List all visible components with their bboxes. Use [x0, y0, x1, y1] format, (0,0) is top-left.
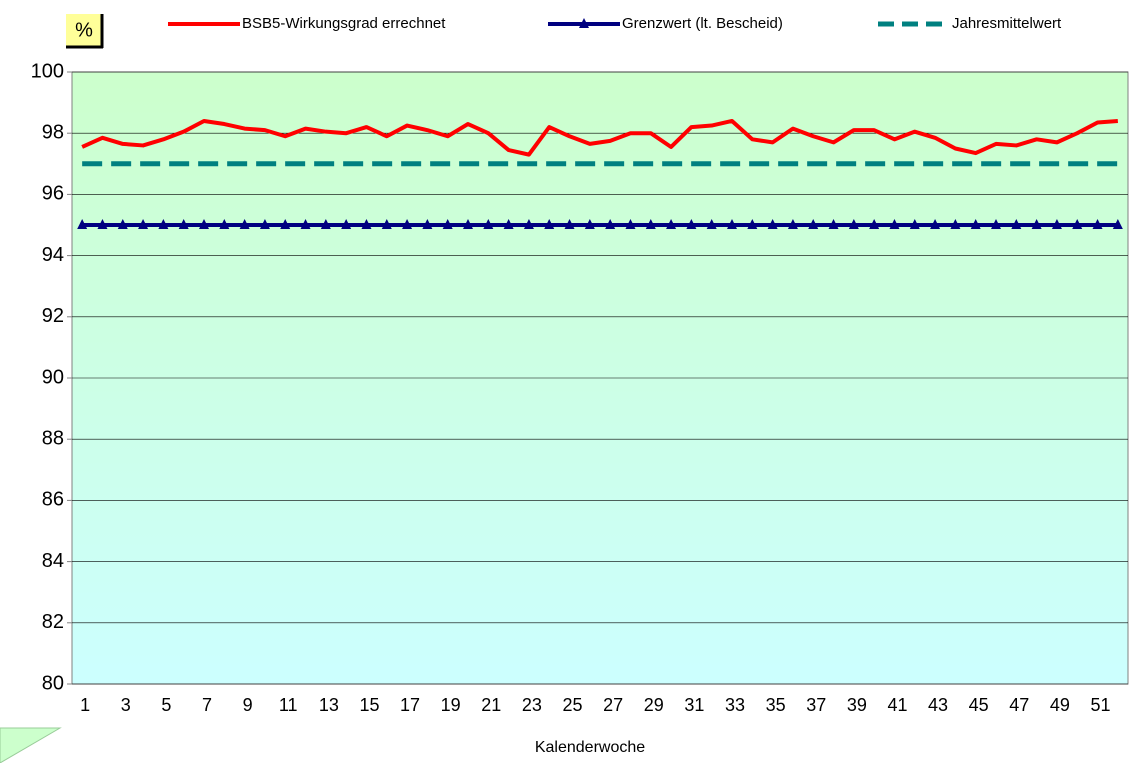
x-tick-label: 11 [279, 695, 298, 715]
y-tick-label: 92 [42, 305, 64, 327]
y-tick-label: 90 [42, 366, 64, 388]
x-tick-label: 3 [121, 695, 131, 715]
series-marker [158, 219, 169, 229]
series-marker [199, 219, 209, 229]
y-axis-label: % [75, 19, 93, 41]
x-tick-label: 39 [847, 695, 867, 715]
x-tick-label: 45 [969, 695, 989, 715]
y-tick-label: 98 [42, 121, 64, 143]
series-marker [320, 219, 331, 229]
series-marker [463, 219, 473, 229]
y-tick-label: 96 [42, 183, 64, 205]
series-marker [666, 219, 677, 229]
x-tick-label: 25 [563, 695, 583, 715]
series-marker [991, 219, 1001, 229]
x-tick-label: 1 [80, 695, 90, 715]
y-tick-label: 86 [42, 489, 64, 511]
series-marker [767, 219, 778, 229]
series-marker [889, 219, 900, 229]
series-marker [848, 219, 859, 229]
y-tick-label: 94 [42, 244, 64, 266]
series-marker [361, 219, 372, 229]
legend-marker [579, 18, 589, 28]
series-line [81, 118, 1118, 157]
series-marker [77, 219, 88, 229]
series-marker [523, 219, 534, 229]
series-marker [544, 219, 555, 229]
x-tick-label: 33 [725, 695, 745, 715]
series-marker [138, 219, 149, 229]
series-marker [97, 219, 108, 229]
series-marker [219, 219, 230, 229]
x-tick-label: 51 [1091, 695, 1111, 715]
x-tick-label: 49 [1050, 695, 1070, 715]
series-marker [970, 219, 981, 229]
series-marker [950, 219, 961, 229]
x-axis-label: Kalenderwoche [535, 739, 645, 756]
x-tick-label: 27 [603, 695, 623, 715]
series-marker [1112, 219, 1123, 229]
series-marker [686, 219, 697, 229]
x-tick-label: 35 [766, 695, 786, 715]
series-marker [828, 219, 839, 229]
legend-label: BSB5-Wirkungsgrad errechnet [242, 15, 446, 32]
series-marker [422, 219, 433, 229]
x-tick-label: 17 [400, 695, 420, 715]
x-tick-label: 19 [441, 695, 461, 715]
series-marker [706, 219, 717, 229]
x-tick-label: 21 [481, 695, 501, 715]
x-tick-label: 23 [522, 695, 542, 715]
x-tick-label: 29 [644, 695, 664, 715]
series-marker [747, 219, 758, 229]
series-marker [300, 219, 311, 229]
y-tick-label: 100 [31, 60, 64, 82]
series-marker [341, 219, 352, 229]
series-marker [930, 219, 941, 229]
x-tick-label: 47 [1009, 695, 1029, 715]
series-marker [239, 219, 250, 229]
series-marker [625, 219, 636, 229]
x-tick-label: 9 [243, 695, 253, 715]
x-tick-label: 41 [887, 695, 907, 715]
y-tick-label: 82 [42, 611, 64, 633]
series-marker [1031, 219, 1042, 229]
y-tick-label: 80 [42, 672, 64, 694]
series-marker [259, 219, 270, 229]
series-marker [645, 219, 656, 229]
x-tick-label: 13 [319, 695, 339, 715]
legend-label: Grenzwert (lt. Bescheid) [622, 15, 783, 32]
series-marker [909, 219, 920, 229]
series-marker [1051, 219, 1062, 229]
x-tick-label: 7 [202, 695, 212, 715]
series-marker [605, 219, 616, 229]
y-tick-label: 88 [42, 427, 64, 449]
series-marker [727, 219, 737, 229]
y-tick-label: 84 [42, 550, 64, 572]
decoration [0, 727, 62, 763]
series-marker [280, 219, 291, 229]
series-marker [808, 219, 819, 229]
x-tick-label: 43 [928, 695, 948, 715]
series-marker [869, 219, 880, 229]
series-marker [381, 219, 392, 229]
series-marker [1072, 219, 1083, 229]
series-marker [178, 219, 189, 229]
x-tick-label: 31 [684, 695, 704, 715]
series-marker [787, 219, 798, 229]
series-marker [1011, 219, 1022, 229]
series-marker [584, 219, 595, 229]
series-marker [503, 219, 514, 229]
legend-label: Jahresmittelwert [952, 15, 1062, 32]
series-marker [564, 219, 575, 229]
y-label-box [66, 14, 102, 46]
series-marker [442, 219, 453, 229]
x-tick-label: 15 [359, 695, 379, 715]
series-marker [483, 219, 494, 229]
series-marker [117, 219, 128, 229]
series-marker [402, 219, 413, 229]
series-marker [1092, 219, 1103, 229]
x-tick-label: 37 [806, 695, 826, 715]
x-tick-label: 5 [161, 695, 171, 715]
